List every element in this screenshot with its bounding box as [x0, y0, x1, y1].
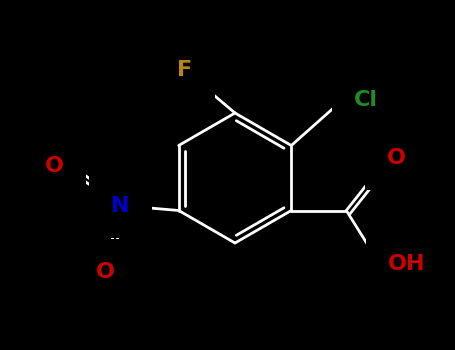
Text: N: N: [111, 196, 130, 216]
Text: Cl: Cl: [354, 91, 378, 111]
Text: O: O: [96, 261, 115, 281]
Text: O: O: [387, 147, 406, 168]
Text: OH: OH: [388, 253, 426, 273]
Text: O: O: [45, 155, 64, 175]
Text: F: F: [177, 60, 192, 80]
